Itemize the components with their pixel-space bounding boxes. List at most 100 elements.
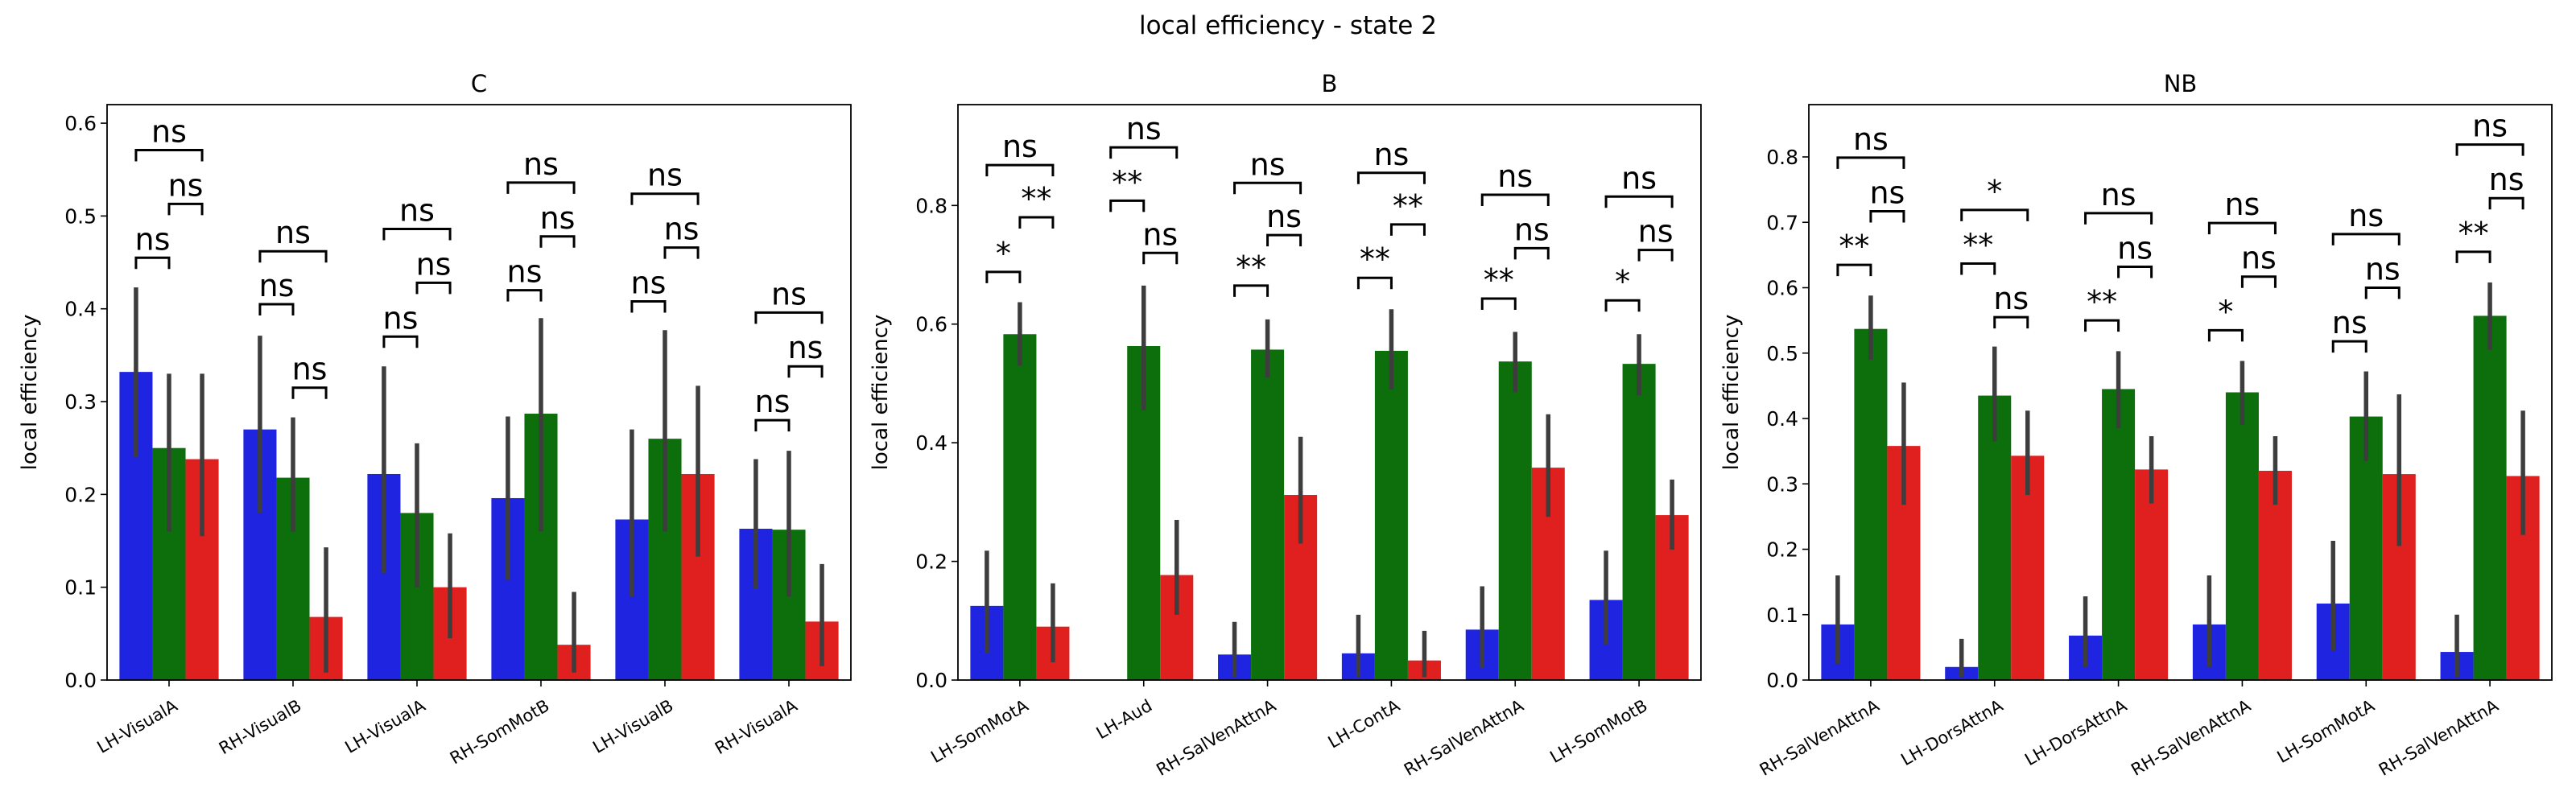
significance-label: ** [1112,164,1142,200]
bar [1854,328,1888,680]
significance-label: * [1987,174,2002,209]
significance-label: ns [2224,187,2260,222]
y-tick-label: 0.8 [1766,146,1798,169]
y-tick-label: 0.0 [915,669,947,692]
x-tick-label: LH-VisualA [341,695,429,757]
significance-label: * [1615,264,1630,299]
significance-bracket [2117,266,2153,278]
significance-bracket [2331,340,2368,353]
significance-bracket [2207,221,2277,235]
bar [2473,315,2507,680]
significance-bracket [2364,287,2401,299]
bar [1374,350,1408,680]
significance-bracket [382,228,452,241]
significance-bracket [1109,199,1146,212]
significance-bracket [630,192,700,205]
significance-label: ns [631,265,667,300]
significance-bracket [1869,209,1905,223]
x-tick-label: LH-DorsAttnA [2021,695,2130,769]
chart-panel-2: NB local efficiency 0.0 0.1 0.2 0.3 0.4 0.5 0.6 0… [1719,70,2553,780]
significance-bracket [506,181,576,194]
significance-bracket [2207,328,2244,342]
significance-label: ns [1638,214,1674,249]
significance-label: ns [399,193,435,229]
x-tick-label: RH-SalVenAttnA [1153,695,1279,780]
significance-label: ns [2472,109,2508,144]
x-tick-label: LH-SomMotA [927,695,1032,767]
x-tick-label: LH-SomMotA [2274,695,2379,767]
x-tick-label: LH-DorsAttnA [1897,695,2006,769]
y-tick-label: 0.4 [64,298,97,321]
significance-label: * [2218,294,2233,329]
y-tick-label: 0.7 [1766,211,1798,234]
significance-bracket [787,365,824,378]
significance-bracket [2455,250,2491,263]
significance-label: ** [2087,284,2117,319]
plot-frame [957,104,1702,681]
significance-label: ** [1484,262,1514,298]
significance-bracket [291,386,328,399]
x-tick-label: RH-VisualA [712,695,801,758]
bar [1498,361,1532,680]
significance-label: ns [1853,122,1889,157]
significance-label: ns [647,158,683,193]
significance-bracket [1604,195,1674,208]
significance-label: ns [2101,177,2136,212]
significance-bracket [1142,251,1179,265]
significance-bracket [1266,233,1302,247]
significance-bracket [2331,233,2401,245]
x-tick-label: RH-SalVenAttnA [2376,695,2502,780]
significance-bracket [1993,315,2029,329]
significance-bracket [1356,276,1393,290]
panel-title: B [1322,70,1338,97]
significance-label: ns [771,276,807,311]
x-tick-label: LH-VisualA [93,695,181,757]
significance-label: ns [275,215,311,250]
significance-label: * [996,236,1011,271]
significance-bracket [630,299,667,313]
y-tick-label: 0.0 [1766,669,1798,692]
significance-bracket [382,335,419,348]
significance-label: ns [151,114,187,150]
significance-bracket [539,235,576,248]
significance-label: ns [523,146,559,182]
significance-bracket [258,303,295,315]
significance-bracket [167,202,204,216]
significance-bracket [1389,223,1426,236]
significance-label: ns [2332,305,2368,340]
significance-label: ** [1963,227,1993,262]
y-tick-label: 0.2 [64,483,97,506]
bar [2258,471,2292,680]
bar [1003,334,1037,680]
significance-label: ns [540,200,576,236]
y-tick-label: 0.8 [915,194,947,217]
panel-title: NB [2164,70,2198,97]
bar [1251,349,1285,680]
x-tick-label: LH-Aud [1093,696,1155,744]
significance-bracket [2488,196,2524,210]
significance-label: ns [1497,159,1533,194]
significance-label: ns [1002,129,1038,164]
significance-label: ns [1993,281,2029,316]
figure-title: local efficiency - state 2 [1139,11,1437,40]
bar [1978,395,2012,680]
significance-bracket [1018,216,1055,229]
significance-bracket [1836,263,1872,277]
significance-bracket [1960,208,2029,221]
y-tick-label: 0.6 [1766,277,1798,300]
significance-bracket [134,256,171,270]
y-tick-label: 0.1 [1766,604,1798,627]
significance-label: ** [1393,188,1423,224]
y-axis-label: local efficiency [1719,315,1744,471]
significance-label: ns [1869,175,1905,210]
significance-bracket [2240,275,2277,288]
significance-label: ns [1266,199,1302,234]
significance-bracket [1356,171,1426,184]
x-tick-label: LH-ContA [1325,695,1404,752]
significance-label: ns [664,212,700,247]
significance-label: ns [2365,252,2401,287]
x-tick-label: LH-VisualB [589,696,676,757]
significance-label: ns [168,167,204,203]
